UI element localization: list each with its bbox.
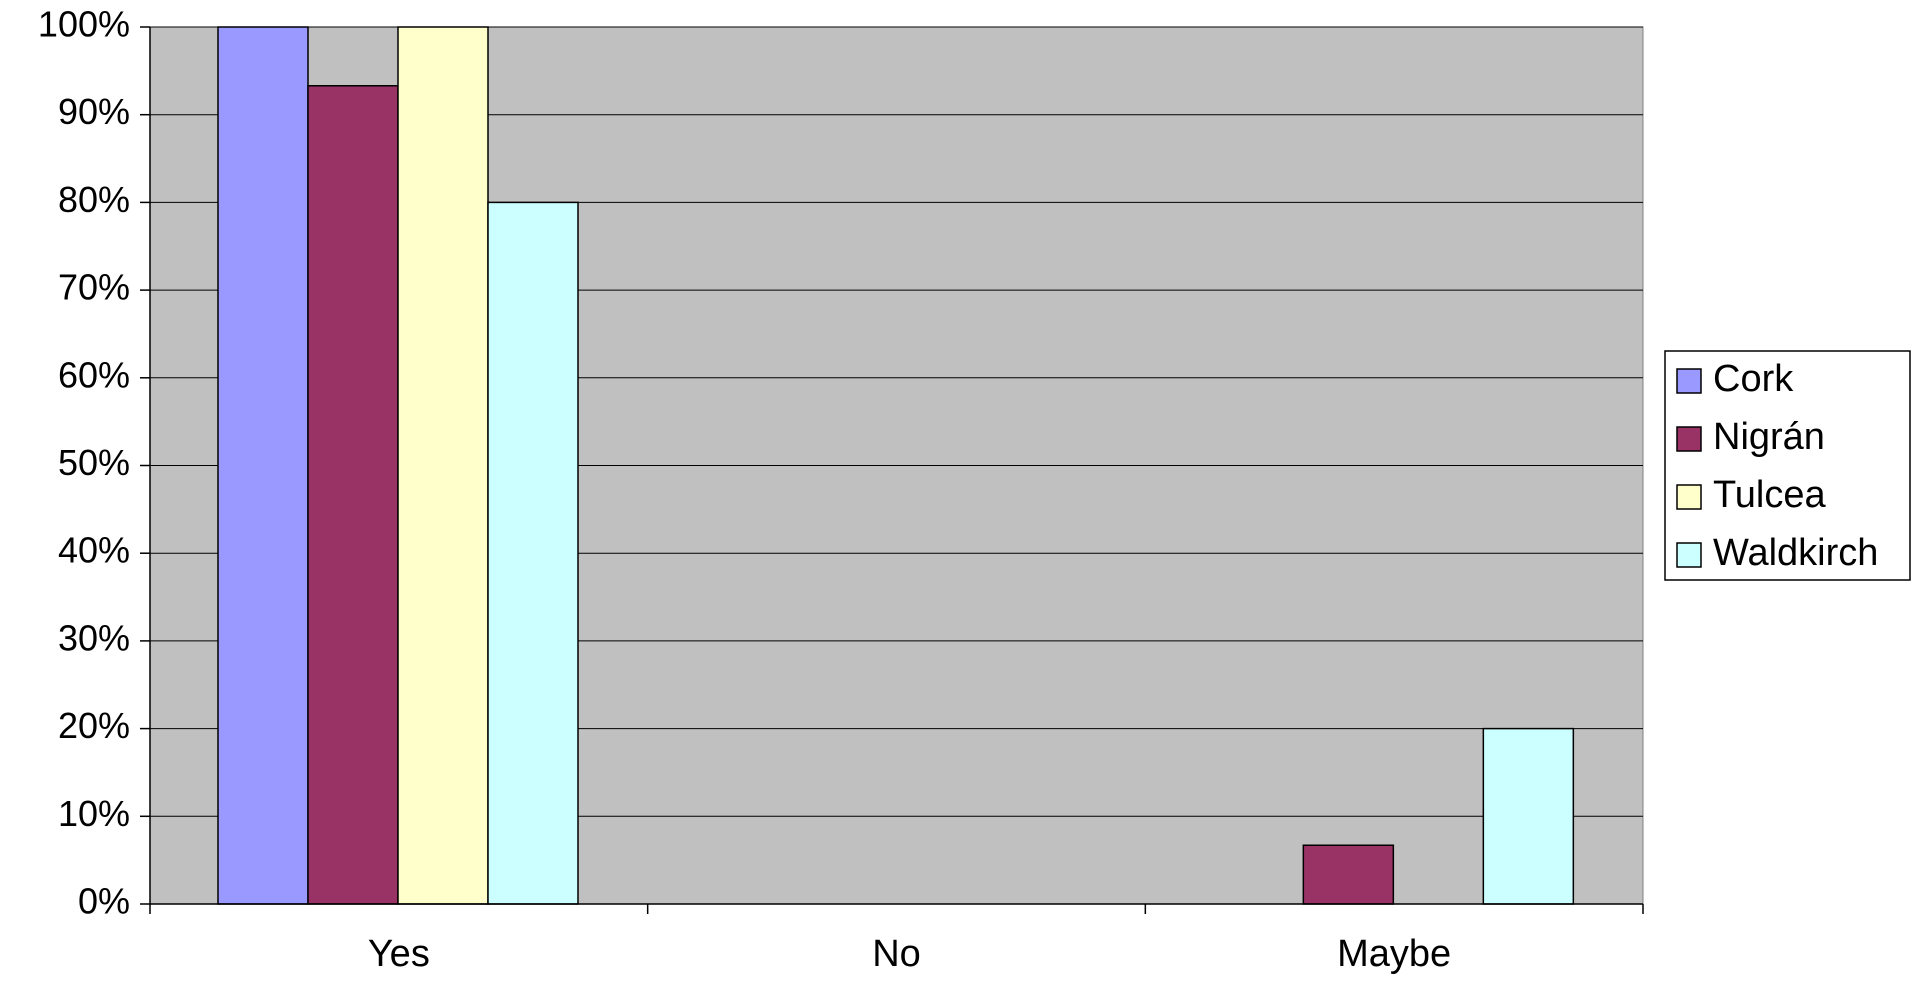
- y-tick-label: 0%: [78, 881, 130, 922]
- bar-nigr-n-maybe: [1302, 844, 1395, 905]
- y-tick-label: 20%: [58, 705, 130, 746]
- x-tick-label: No: [872, 933, 921, 975]
- legend-label: Tulcea: [1713, 474, 1827, 516]
- y-tick-label: 80%: [58, 179, 130, 220]
- bar-waldkirch-yes: [487, 201, 579, 905]
- legend-box: [1664, 350, 1911, 581]
- axes: [140, 26, 1644, 914]
- legend-label: Waldkirch: [1713, 532, 1878, 574]
- legend-swatch: [1676, 426, 1702, 452]
- y-tick-label: 40%: [58, 530, 130, 571]
- bar-nigr-n-yes: [307, 85, 399, 905]
- x-tick-labels: Yes No Maybe: [368, 933, 1451, 975]
- y-tick-label: 60%: [58, 354, 130, 395]
- y-tick-label: 70%: [58, 267, 130, 308]
- y-tick-label: 30%: [58, 617, 130, 658]
- legend-swatch: [1676, 484, 1702, 510]
- x-tick-label: Maybe: [1337, 933, 1451, 975]
- legend-label: Nigrán: [1713, 416, 1825, 458]
- y-tick-label: 100%: [38, 4, 130, 45]
- y-tick-label: 10%: [58, 793, 130, 834]
- legend-label: Cork: [1713, 358, 1794, 400]
- y-tick-label: 90%: [58, 91, 130, 132]
- legend-swatch: [1676, 542, 1702, 568]
- bar-tulcea-yes: [397, 26, 489, 905]
- x-tick-label: Yes: [368, 933, 430, 975]
- y-tick-labels: 0% 10% 20% 30% 40% 50% 60% 70% 80% 90% 100%: [38, 4, 130, 922]
- legend: Cork Nigrán Tulcea Waldkirch: [1664, 350, 1911, 581]
- bar-cork-yes: [217, 26, 309, 905]
- bar-waldkirch-maybe: [1482, 727, 1575, 905]
- y-tick-label: 50%: [58, 442, 130, 483]
- legend-swatch: [1676, 368, 1702, 394]
